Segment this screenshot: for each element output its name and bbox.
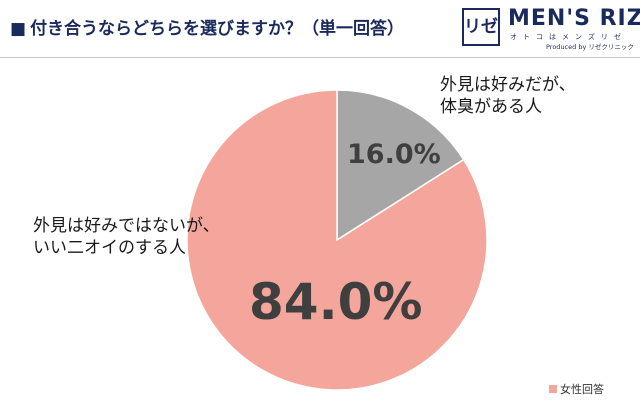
pie-slice-good-scent [186, 89, 488, 391]
legend-swatch [549, 385, 557, 393]
logo-produced: Produced by リゼクリニック [546, 43, 634, 51]
slice-annotation-good-scent: 外見は好みではないが、 いい二オイのする人 [33, 215, 220, 259]
logo-mark: リゼ [462, 8, 500, 46]
brand-logo: リゼ MEN'S RIZE オトコはメンズリゼ Produced by リゼクリ… [462, 6, 640, 51]
logo-name: MEN'S RIZE [508, 6, 640, 31]
title-text: 付き合うならどちらを選びますか？（単一回答） [30, 19, 405, 39]
header: ■付き合うならどちらを選びますか？（単一回答） リゼ MEN'S RIZE オト… [0, 0, 640, 64]
title-marker: ■ [10, 19, 27, 39]
data-label-body-odor: 16.0% [347, 139, 441, 170]
data-label-good-scent: 84.0% [249, 273, 423, 331]
slice-annotation-body-odor: 外見は好みだが、 体臭がある人 [440, 74, 576, 118]
annotation-line: いい二オイのする人 [33, 238, 186, 258]
legend-label: 女性回答 [560, 383, 604, 396]
chart-title: ■ 付き合うならどちらを選びますか？（単一回答） [10, 14, 404, 39]
annotation-line: 外見は好みではないが、 [33, 216, 220, 236]
legend: 女性回答 [549, 381, 604, 397]
pie-slice-body-odor [336, 89, 465, 242]
header-divider [0, 57, 640, 58]
annotation-line: 体臭がある人 [440, 97, 542, 117]
annotation-line: 外見は好みだが、 [440, 75, 576, 95]
logo-kana: オトコはメンズリゼ [510, 33, 627, 41]
